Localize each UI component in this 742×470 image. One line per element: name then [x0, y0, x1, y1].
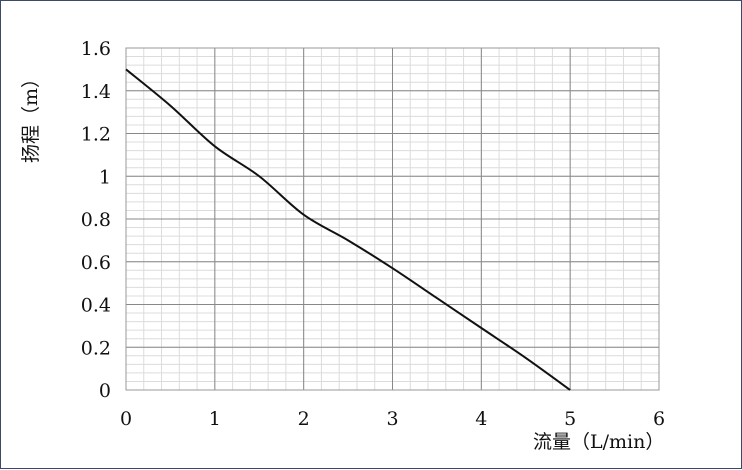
y-tick-label: 1.6: [81, 38, 111, 60]
y-tick-label: 0.8: [81, 209, 111, 231]
y-tick-label: 1: [99, 166, 111, 188]
y-axis-label: 扬程（m）: [20, 69, 42, 163]
x-tick-label: 6: [653, 408, 665, 430]
y-tick-label: 0.2: [81, 337, 111, 359]
y-tick-label: 1.2: [81, 124, 111, 146]
plot-area-border: [125, 47, 660, 391]
y-tick-label: 1.4: [81, 81, 111, 103]
x-tick-label: 0: [120, 408, 132, 430]
y-tick-label: 0.6: [81, 252, 111, 274]
x-tick-label: 1: [209, 408, 221, 430]
x-axis-label: 流量（L/min）: [533, 431, 664, 453]
head-flow-curve: [125, 68, 571, 391]
x-tick-label: 4: [475, 408, 487, 430]
x-tick-label: 5: [564, 408, 576, 430]
y-tick-label: 0: [99, 380, 111, 402]
y-tick-label: 0.4: [81, 295, 111, 317]
x-tick-label: 2: [298, 408, 310, 430]
x-tick-label: 3: [386, 408, 398, 430]
